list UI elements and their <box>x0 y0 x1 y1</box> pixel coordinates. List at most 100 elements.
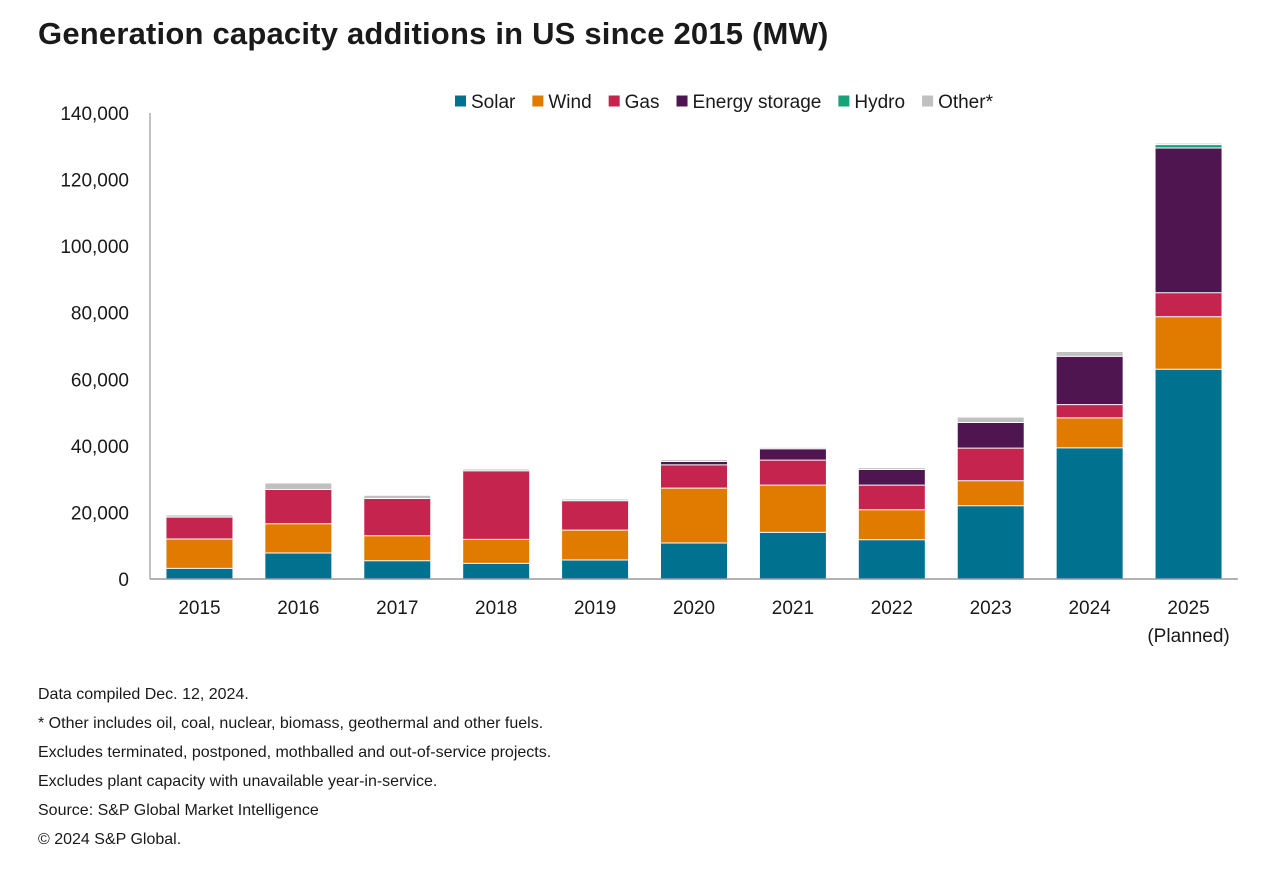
bar-stack-2019 <box>562 499 629 579</box>
bar-segment-gas <box>858 485 925 510</box>
bar-segment-wind <box>562 530 629 561</box>
legend-swatch <box>532 95 544 107</box>
bar-segment-gas <box>562 500 629 531</box>
y-axis: 0 20,000 40,000 60,000 80,000 100,000 120,000 1… <box>60 104 151 591</box>
bar-segment-gas <box>1155 292 1222 317</box>
bar-segment-wind <box>759 485 826 533</box>
x-tick-label: 2024 <box>1068 598 1111 619</box>
bar-segment-gas <box>265 489 332 524</box>
legend-label: Other* <box>938 92 994 113</box>
y-tick-label: 60,000 <box>71 370 129 391</box>
bar-segment-gas <box>364 498 431 536</box>
bar-segment-other <box>858 468 925 470</box>
bar-segment-solar <box>562 560 629 579</box>
bar-stack-2017 <box>364 495 431 579</box>
y-tick-label: 140,000 <box>60 104 129 125</box>
x-tick-label: 2025 <box>1167 598 1209 619</box>
bar-segment-wind <box>463 539 530 564</box>
bar-stack-2025 <box>1155 143 1222 579</box>
bar-segment-other <box>265 483 332 490</box>
bar-segment-energy-storage <box>759 448 826 461</box>
bar-segment-solar <box>957 505 1024 579</box>
legend-swatch <box>676 95 688 107</box>
bar-segment-energy-storage <box>1056 356 1123 405</box>
bar-segment-energy-storage <box>1155 147 1222 293</box>
x-tick-label: 2019 <box>574 598 616 619</box>
bar-segment-wind <box>1056 417 1123 448</box>
y-tick-label: 100,000 <box>60 237 129 258</box>
chart-legend: Solar Wind Gas Energy storage Hydro Other* <box>455 92 994 113</box>
bar-segment-wind <box>957 480 1024 506</box>
bar-segment-other <box>957 417 1024 423</box>
bar-segment-solar <box>364 560 431 579</box>
legend-swatch <box>922 95 934 107</box>
legend-item-other: Other* <box>922 92 994 113</box>
bar-segment-other <box>1056 351 1123 357</box>
bar-stack-2015 <box>166 515 233 579</box>
legend-item-wind: Wind <box>532 92 592 113</box>
y-tick-label: 20,000 <box>71 503 129 524</box>
x-tick-label: 2016 <box>277 598 319 619</box>
y-tick-label: 40,000 <box>71 437 129 458</box>
bar-segment-hydro <box>1155 144 1222 148</box>
bar-segment-solar <box>1155 369 1222 579</box>
x-tick-label: 2023 <box>970 598 1012 619</box>
x-tick-label: 2018 <box>475 598 517 619</box>
bar-segment-solar <box>759 532 826 579</box>
y-tick-label: 80,000 <box>71 304 129 325</box>
bar-segment-solar <box>265 553 332 579</box>
bar-stack-2016 <box>265 483 332 579</box>
bar-segment-energy-storage <box>858 469 925 486</box>
bar-segment-solar <box>463 563 530 579</box>
bar-segment-other <box>364 495 431 499</box>
legend-label: Solar <box>471 92 516 113</box>
legend-label: Wind <box>548 92 591 113</box>
bar-stack-2022 <box>858 468 925 579</box>
x-tick-label: 2017 <box>376 598 418 619</box>
bar-segment-wind <box>1155 316 1222 370</box>
bar-segment-energy-storage <box>661 461 727 465</box>
note-data-compiled: Data compiled Dec. 12, 2024. <box>38 686 249 703</box>
note-other-definition: * Other includes oil, coal, nuclear, bio… <box>38 715 544 732</box>
bar-segment-wind <box>661 488 727 544</box>
x-tick-label: 2015 <box>178 598 220 619</box>
bar-segment-gas <box>957 448 1024 481</box>
bar-segment-gas <box>166 517 233 540</box>
bar-segment-gas <box>661 464 727 489</box>
x-tick-label: 2021 <box>772 598 814 619</box>
stacked-bar-chart: Solar Wind Gas Energy storage Hydro Other* 0 2… <box>60 92 1238 647</box>
legend-label: Energy storage <box>693 92 822 113</box>
y-tick-label: 120,000 <box>60 171 129 192</box>
chart-title: Generation capacity additions in US sinc… <box>38 16 829 51</box>
x-axis: 2015 2016 2017 2018 2019 2020 2021 2022 2023 2024… <box>150 578 1238 647</box>
legend-item-gas: Gas <box>608 92 660 113</box>
bar-segment-wind <box>858 509 925 540</box>
bar-segment-other <box>661 460 727 462</box>
legend-item-solar: Solar <box>455 92 516 113</box>
chart-notes: Data compiled Dec. 12, 2024. * Other inc… <box>38 680 551 854</box>
bar-stack-2024 <box>1056 351 1123 579</box>
y-tick-label: 0 <box>118 570 129 591</box>
legend-swatch <box>608 95 620 107</box>
legend-item-energy-storage: Energy storage <box>676 92 822 113</box>
bar-segment-gas <box>463 470 530 540</box>
bar-segment-solar <box>1056 447 1123 579</box>
bar-stack-2018 <box>463 469 530 579</box>
note-source: Source: S&P Global Market Intelligence <box>38 802 319 819</box>
bar-stacks <box>166 143 1222 579</box>
legend-item-hydro: Hydro <box>838 92 905 113</box>
legend-label: Hydro <box>854 92 905 113</box>
bar-stack-2021 <box>759 447 826 579</box>
bar-segment-gas <box>1056 404 1123 418</box>
x-tick-label: 2022 <box>871 598 913 619</box>
bar-segment-other <box>562 499 629 501</box>
bar-segment-wind <box>166 539 233 569</box>
bar-stack-2020 <box>661 460 727 579</box>
note-excluded-projects: Excludes terminated, postponed, mothball… <box>38 744 552 761</box>
bar-stack-2023 <box>957 417 1024 579</box>
bar-segment-other <box>463 469 530 471</box>
bar-segment-gas <box>759 460 826 486</box>
bar-segment-wind <box>265 523 332 554</box>
bar-segment-wind <box>364 535 431 561</box>
bar-segment-solar <box>661 543 727 579</box>
